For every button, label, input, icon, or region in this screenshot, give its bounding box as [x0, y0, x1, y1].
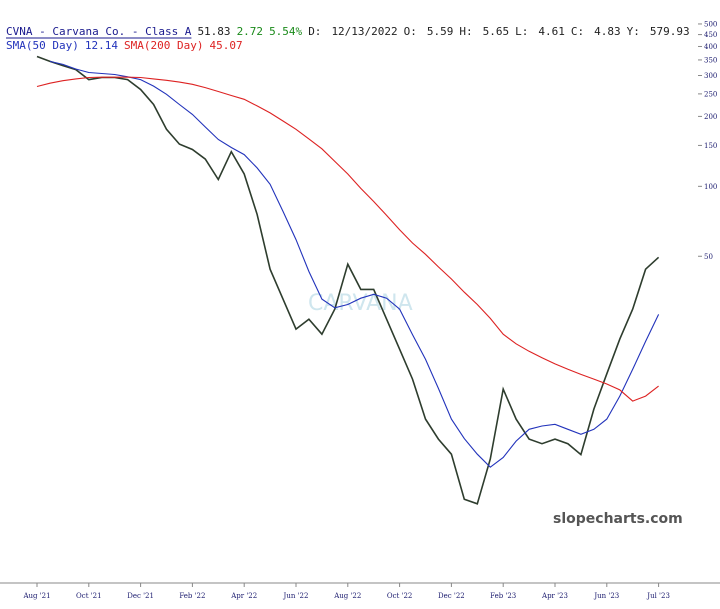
quote-change: 2.72 — [237, 25, 264, 38]
y-tick-label: 450 — [704, 31, 717, 39]
y-tick-label: 350 — [704, 56, 717, 64]
quote-change-pct: 5.54% — [269, 25, 302, 38]
quote-last: 51.83 — [197, 25, 230, 38]
x-tick-label: Jun '23 — [593, 592, 619, 600]
x-tick-label: Aug '21 — [22, 592, 50, 600]
quote-value: 4.61 — [538, 25, 565, 38]
legend-name: SMA(200 Day) — [124, 39, 203, 52]
x-tick-label: Oct '21 — [76, 592, 102, 600]
quote-value: 5.65 — [483, 25, 510, 38]
x-tick-label: Aug '22 — [333, 592, 361, 600]
y-tick-label: 50 — [704, 253, 713, 261]
x-tick-label: Dec '21 — [127, 592, 154, 600]
quote-value: 4.83 — [594, 25, 621, 38]
sma-line — [36, 76, 659, 402]
y-tick-label: 400 — [704, 43, 717, 51]
watermark: slopecharts.com — [553, 511, 683, 527]
y-tick-label: 200 — [704, 113, 717, 121]
legend-value: 45.07 — [209, 39, 242, 52]
logo-watermark: CARVANA — [308, 291, 413, 316]
quote-label: D: — [308, 25, 321, 38]
quote-label: H: — [459, 25, 472, 38]
quote-date: 12/13/2022 — [331, 25, 397, 38]
title: CVNA - Carvana Co. - Class A — [6, 25, 192, 38]
y-tick-label: 500 — [704, 20, 717, 28]
y-tick-label: 250 — [704, 90, 717, 98]
sma-line — [49, 60, 660, 468]
x-tick-label: Feb '22 — [179, 592, 205, 600]
legend-name: SMA(50 Day) — [6, 39, 79, 52]
quote-label: Y: — [627, 25, 640, 38]
x-tick-label: Oct '22 — [387, 592, 413, 600]
price-line — [36, 55, 660, 505]
quote-value: 5.59 — [427, 25, 454, 38]
x-tick-label: Apr '23 — [541, 592, 568, 600]
y-tick-label: 100 — [704, 183, 717, 191]
x-tick-label: Feb '23 — [490, 592, 516, 600]
x-tick-label: Jun '22 — [283, 592, 309, 600]
x-tick-label: Apr '22 — [230, 592, 257, 600]
y-tick-label: 150 — [704, 142, 717, 150]
quote-label: C: — [571, 25, 584, 38]
y-tick-label: 300 — [704, 72, 717, 80]
x-tick-label: Dec '22 — [438, 592, 465, 600]
quote-label: O: — [404, 25, 417, 38]
quote-value: 579.93 — [650, 25, 690, 38]
quote-label: L: — [515, 25, 528, 38]
x-tick-label: Jul '23 — [646, 592, 670, 600]
legend-value: 12.14 — [85, 39, 118, 52]
